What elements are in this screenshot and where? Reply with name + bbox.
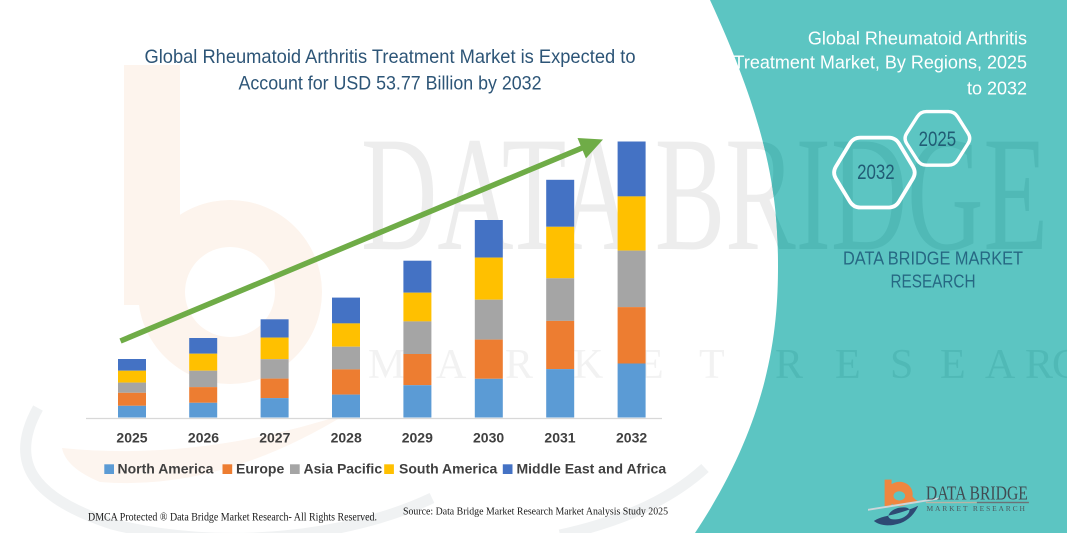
svg-text:DMCA Protected ® Data Bridge M: DMCA Protected ® Data Bridge Market Rese… — [88, 512, 377, 524]
svg-text:A: A — [985, 342, 1016, 388]
svg-text:2025: 2025 — [116, 430, 147, 446]
svg-text:to 2032: to 2032 — [967, 79, 1027, 99]
svg-text:MARKET RESEARCH: MARKET RESEARCH — [927, 504, 1028, 513]
svg-text:R: R — [1025, 342, 1053, 388]
svg-text:T: T — [699, 342, 725, 388]
svg-text:2026: 2026 — [188, 430, 219, 446]
svg-text:2032: 2032 — [857, 161, 895, 184]
svg-text:North America: North America — [118, 461, 214, 477]
svg-text:DATA BRIDGE MARKET: DATA BRIDGE MARKET — [843, 249, 1023, 269]
svg-text:2029: 2029 — [402, 430, 433, 446]
svg-text:R: R — [775, 342, 803, 388]
svg-text:Europe: Europe — [236, 461, 284, 477]
svg-text:2025: 2025 — [919, 128, 957, 151]
svg-text:E: E — [940, 342, 966, 388]
svg-text:Global Rheumatoid Arthritis: Global Rheumatoid Arthritis — [808, 29, 1027, 49]
svg-text:Account for USD 53.77 Billion: Account for USD 53.77 Billion by 2032 — [239, 73, 542, 95]
svg-text:2031: 2031 — [544, 430, 575, 446]
svg-text:C: C — [1052, 342, 1067, 388]
svg-text:Middle East and Africa: Middle East and Africa — [517, 461, 667, 477]
svg-text:2030: 2030 — [473, 430, 504, 446]
svg-text:2032: 2032 — [616, 430, 647, 446]
svg-text:2027: 2027 — [259, 430, 290, 446]
svg-text:K: K — [573, 342, 603, 388]
svg-text:R: R — [505, 342, 533, 388]
svg-text:South America: South America — [399, 461, 497, 477]
svg-text:E: E — [835, 342, 861, 388]
svg-text:Source: Data Bridge Market Res: Source: Data Bridge Market Research Mark… — [403, 506, 668, 518]
svg-text:2028: 2028 — [331, 430, 362, 446]
svg-text:S: S — [890, 342, 913, 388]
svg-text:DATA BRIDGE: DATA BRIDGE — [926, 482, 1028, 504]
svg-text:A: A — [436, 342, 467, 388]
svg-text:Global Rheumatoid Arthritis Tr: Global Rheumatoid Arthritis Treatment Ma… — [145, 46, 636, 68]
svg-text:Treatment Market, By Regions,: Treatment Market, By Regions, 2025 — [734, 53, 1027, 73]
svg-text:RESEARCH: RESEARCH — [891, 272, 976, 292]
svg-text:Asia Pacific: Asia Pacific — [304, 461, 383, 477]
svg-text:M: M — [368, 342, 405, 388]
